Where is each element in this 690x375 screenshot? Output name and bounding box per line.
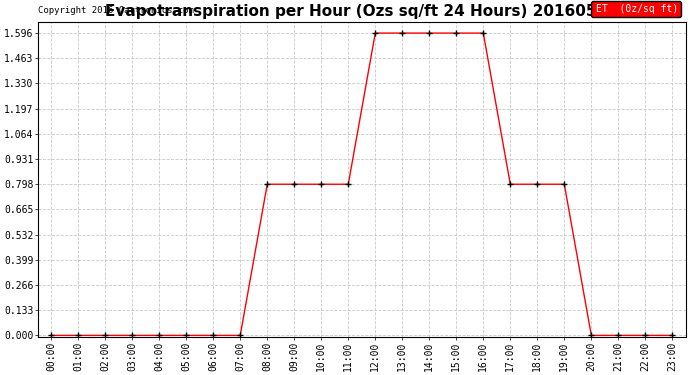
- Title: Evapotranspiration per Hour (Ozs sq/ft 24 Hours) 20160502: Evapotranspiration per Hour (Ozs sq/ft 2…: [106, 4, 618, 19]
- Legend: ET  (0z/sq ft): ET (0z/sq ft): [591, 2, 681, 17]
- Text: Copyright 2016 Cartronics.com: Copyright 2016 Cartronics.com: [38, 6, 194, 15]
